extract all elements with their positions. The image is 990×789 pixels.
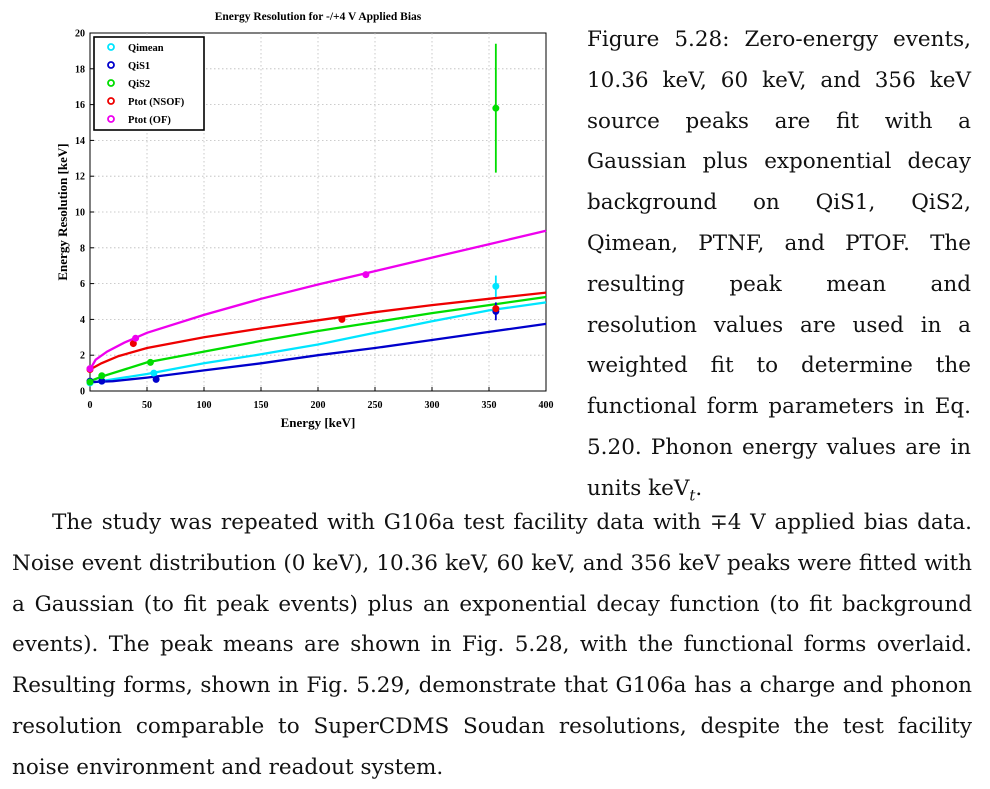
data-point-ptot-of [362,271,370,279]
legend-label-ptot-nsof: Ptot (NSOF) [128,97,185,108]
data-point-qis2 [146,358,154,366]
legend-label-qis1: QiS1 [128,61,150,72]
x-tick-label: 0 [88,400,93,411]
y-tick-label: 18 [75,64,85,75]
fit-curve-ptot-of [89,229,547,371]
data-point-ptot-nsof [338,315,346,323]
fit-curves [89,229,547,385]
legend: Qimean QiS1 QiS2 Ptot (NSOF) Ptot (OF) [93,36,205,131]
x-tick-label: 100 [197,400,212,411]
fit-curve-ptot-nsof [89,291,547,371]
energy-resolution-chart: Energy Resolution for -/+4 V Applied Bia… [55,11,554,430]
y-axis-label: Energy Resolution [keV] [55,143,70,280]
axis-ticks: 0 50 100 150 200 250 300 350 400 0 2 4 6 8 10 12 14 16 18 2… [75,29,554,412]
data-point-ptot-of [86,365,94,373]
x-tick-label: 300 [425,400,440,411]
caption-text: Zero-energy events, 10.36 keV, 60 keV, a… [587,27,971,501]
legend-label-ptot-of: Ptot (OF) [128,115,171,126]
fit-curve-qimean [89,301,547,385]
y-tick-label: 12 [75,172,85,183]
legend-marker-qis2 [107,79,115,87]
data-point-qis2 [86,378,94,386]
x-tick-label: 150 [254,400,269,411]
caption-label: Figure 5.28: [587,27,730,52]
body-paragraph-text: The study was repeated with G106a test f… [12,510,972,780]
data-point-qimean [492,282,500,290]
legend-marker-qimean [107,43,115,51]
x-axis-label: Energy [keV] [281,415,356,430]
data-point-qis2 [492,104,500,112]
x-tick-label: 350 [482,400,497,411]
y-tick-label: 2 [80,351,85,362]
legend-marker-ptot-of [107,115,115,123]
data-point-ptot-of [132,334,140,342]
figure-caption: Figure 5.28: Zero-energy events, 10.36 k… [587,20,971,516]
data-point-qis1 [152,375,160,383]
x-tick-label: 200 [311,400,326,411]
legend-label-qis2: QiS2 [128,79,150,90]
y-tick-label: 16 [75,100,85,111]
y-tick-label: 20 [75,29,85,40]
data-point-qimean [150,369,158,377]
y-tick-label: 6 [80,279,85,290]
legend-label-qimean: Qimean [128,43,164,54]
y-tick-label: 10 [75,208,85,219]
x-tick-label: 400 [539,400,554,411]
y-tick-label: 14 [75,136,85,147]
data-points [86,43,500,387]
data-point-qis2 [98,372,106,380]
fit-curve-qis1 [89,322,547,384]
body-paragraph: The study was repeated with G106a test f… [12,503,972,789]
x-tick-label: 250 [368,400,383,411]
x-tick-label: 50 [142,400,152,411]
data-point-ptot-nsof [492,305,500,313]
caption-subscript: t [689,486,696,505]
legend-marker-ptot-nsof [107,97,115,105]
legend-box [93,36,205,131]
y-tick-label: 4 [80,315,85,326]
fit-curve-qis2 [89,295,547,383]
caption-end: . [695,475,703,501]
y-tick-label: 0 [80,387,85,398]
y-tick-label: 8 [80,243,85,254]
chart-title: Energy Resolution for -/+4 V Applied Bia… [215,11,422,23]
legend-marker-qis1 [107,61,115,69]
